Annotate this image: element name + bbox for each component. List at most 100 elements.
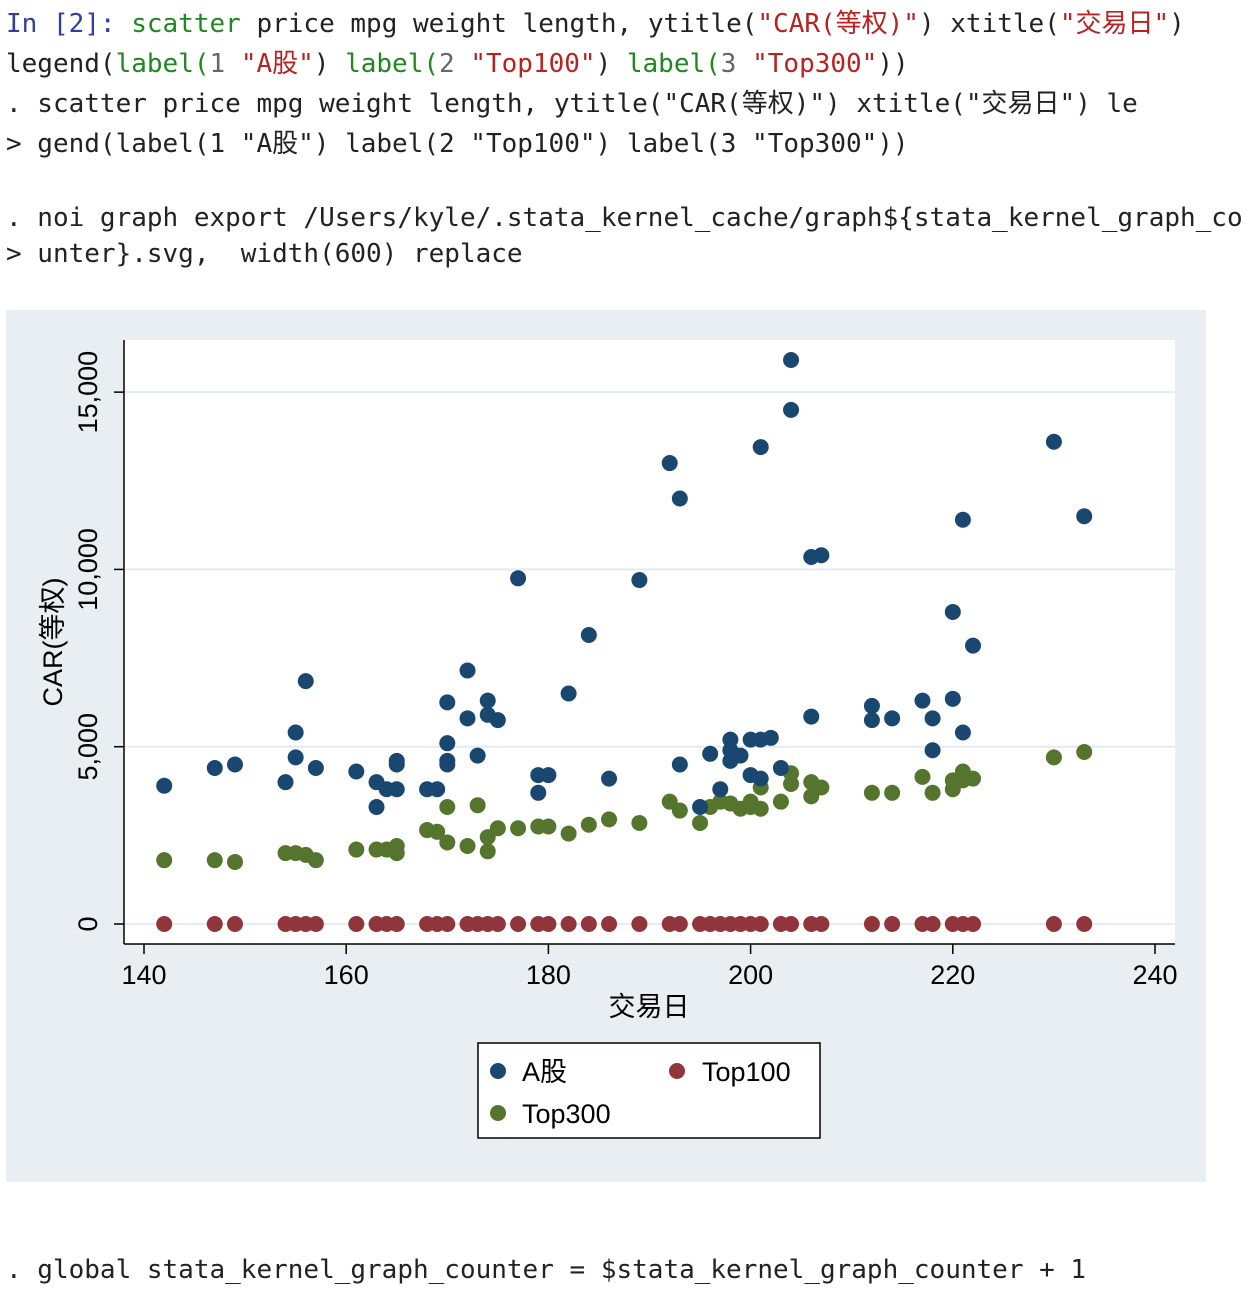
point-a (702, 745, 719, 762)
point-top100 (489, 916, 506, 932)
point-top300 (752, 800, 769, 817)
point-top100 (783, 916, 800, 932)
point-top300 (459, 837, 476, 854)
point-top300 (540, 818, 557, 835)
point-top100 (884, 916, 901, 932)
legend-marker-a (490, 1063, 506, 1079)
point-a (914, 692, 931, 709)
point-a (661, 455, 678, 472)
cmd-token: scatter (131, 9, 241, 39)
point-a (965, 637, 982, 654)
cmd-token: 1 (209, 49, 226, 79)
x-tick-label: 240 (1132, 960, 1177, 990)
point-a (924, 710, 941, 727)
cmd-token: ) (1169, 9, 1185, 39)
point-a (287, 749, 304, 766)
point-top300 (1076, 744, 1093, 761)
point-top300 (489, 820, 506, 837)
output-footer: . global stata_kernel_graph_counter = $s… (6, 1255, 1087, 1285)
cmd-token: "交易日" (1059, 9, 1170, 39)
cell-input-line-2: legend(label(1 "A股") label(2 "Top100") l… (6, 44, 909, 84)
point-a (469, 747, 486, 764)
point-top300 (439, 834, 456, 851)
point-a (489, 712, 506, 729)
point-a (783, 401, 800, 418)
cmd-token (225, 49, 241, 79)
point-top100 (156, 916, 173, 932)
point-a (944, 690, 961, 707)
cmd-token: "A股" (240, 49, 314, 79)
cmd-token: label( (115, 49, 210, 79)
point-a (439, 756, 456, 773)
point-top300 (388, 837, 405, 854)
point-top300 (863, 784, 880, 801)
point-top300 (914, 768, 931, 785)
point-top300 (783, 775, 800, 792)
point-a (772, 759, 789, 776)
point-top300 (813, 779, 830, 796)
point-a (944, 603, 961, 620)
point-a (459, 710, 476, 727)
point-a (954, 724, 971, 741)
point-a (348, 763, 365, 780)
output-echo-3: . noi graph export /Users/kyle/.stata_ke… (6, 203, 1243, 233)
x-axis-title: 交易日 (609, 992, 690, 1022)
point-top300 (510, 820, 527, 837)
point-a (924, 742, 941, 759)
legend-label-top100: Top100 (702, 1057, 791, 1087)
point-a (287, 724, 304, 741)
point-a (803, 708, 820, 725)
cmd-token: ) (918, 9, 951, 39)
point-top300 (307, 852, 324, 869)
point-a (226, 756, 243, 773)
cmd-token: 3 (720, 49, 737, 79)
point-a (388, 781, 405, 798)
legend-box (477, 1042, 821, 1139)
point-top300 (671, 802, 688, 819)
point-a (388, 756, 405, 773)
point-a (671, 490, 688, 507)
point-top300 (601, 811, 618, 828)
point-a (813, 547, 830, 564)
legend: A股 Top100 Top300 (477, 1042, 821, 1139)
point-a (580, 627, 597, 644)
plot-region (124, 340, 1175, 944)
axes: 0 5,000 10,000 15,000 140 160 180 200 220 240 (73, 340, 1178, 990)
point-top300 (560, 825, 577, 842)
point-a (732, 747, 749, 764)
point-top100 (601, 916, 618, 932)
graph-output: 0 5,000 10,000 15,000 140 160 180 200 220 240 CAR… (6, 310, 1206, 1182)
legend-marker-top300 (490, 1105, 506, 1121)
x-tick-label: 220 (930, 960, 975, 990)
point-top100 (1045, 916, 1062, 932)
cmd-token (455, 49, 471, 79)
cmd-token: )) (877, 49, 909, 79)
point-top100 (540, 916, 557, 932)
point-a (712, 781, 729, 798)
output-echo-1: . scatter price mpg weight length, ytitl… (6, 89, 1138, 119)
point-top100 (388, 916, 405, 932)
y-tick-label: 0 (73, 916, 103, 931)
point-top100 (510, 916, 527, 932)
point-top300 (772, 793, 789, 810)
point-top300 (439, 798, 456, 815)
point-a (752, 770, 769, 787)
point-top300 (469, 797, 486, 814)
y-tick-label: 5,000 (73, 713, 103, 781)
point-top300 (631, 814, 648, 831)
legend-label-top300: Top300 (522, 1099, 611, 1129)
cmd-token: label( (345, 49, 440, 79)
point-a (560, 685, 577, 702)
point-a (1045, 433, 1062, 450)
point-top100 (206, 916, 223, 932)
point-a (156, 777, 173, 794)
point-top100 (863, 916, 880, 932)
point-top300 (156, 852, 173, 869)
point-top300 (924, 784, 941, 801)
point-top100 (924, 916, 941, 932)
cell-input-line-1: In [2]: scatter price mpg weight length,… (6, 4, 1185, 44)
point-a (368, 798, 385, 815)
point-a (601, 770, 618, 787)
point-a (530, 784, 547, 801)
legend-label-a: A股 (522, 1057, 567, 1087)
